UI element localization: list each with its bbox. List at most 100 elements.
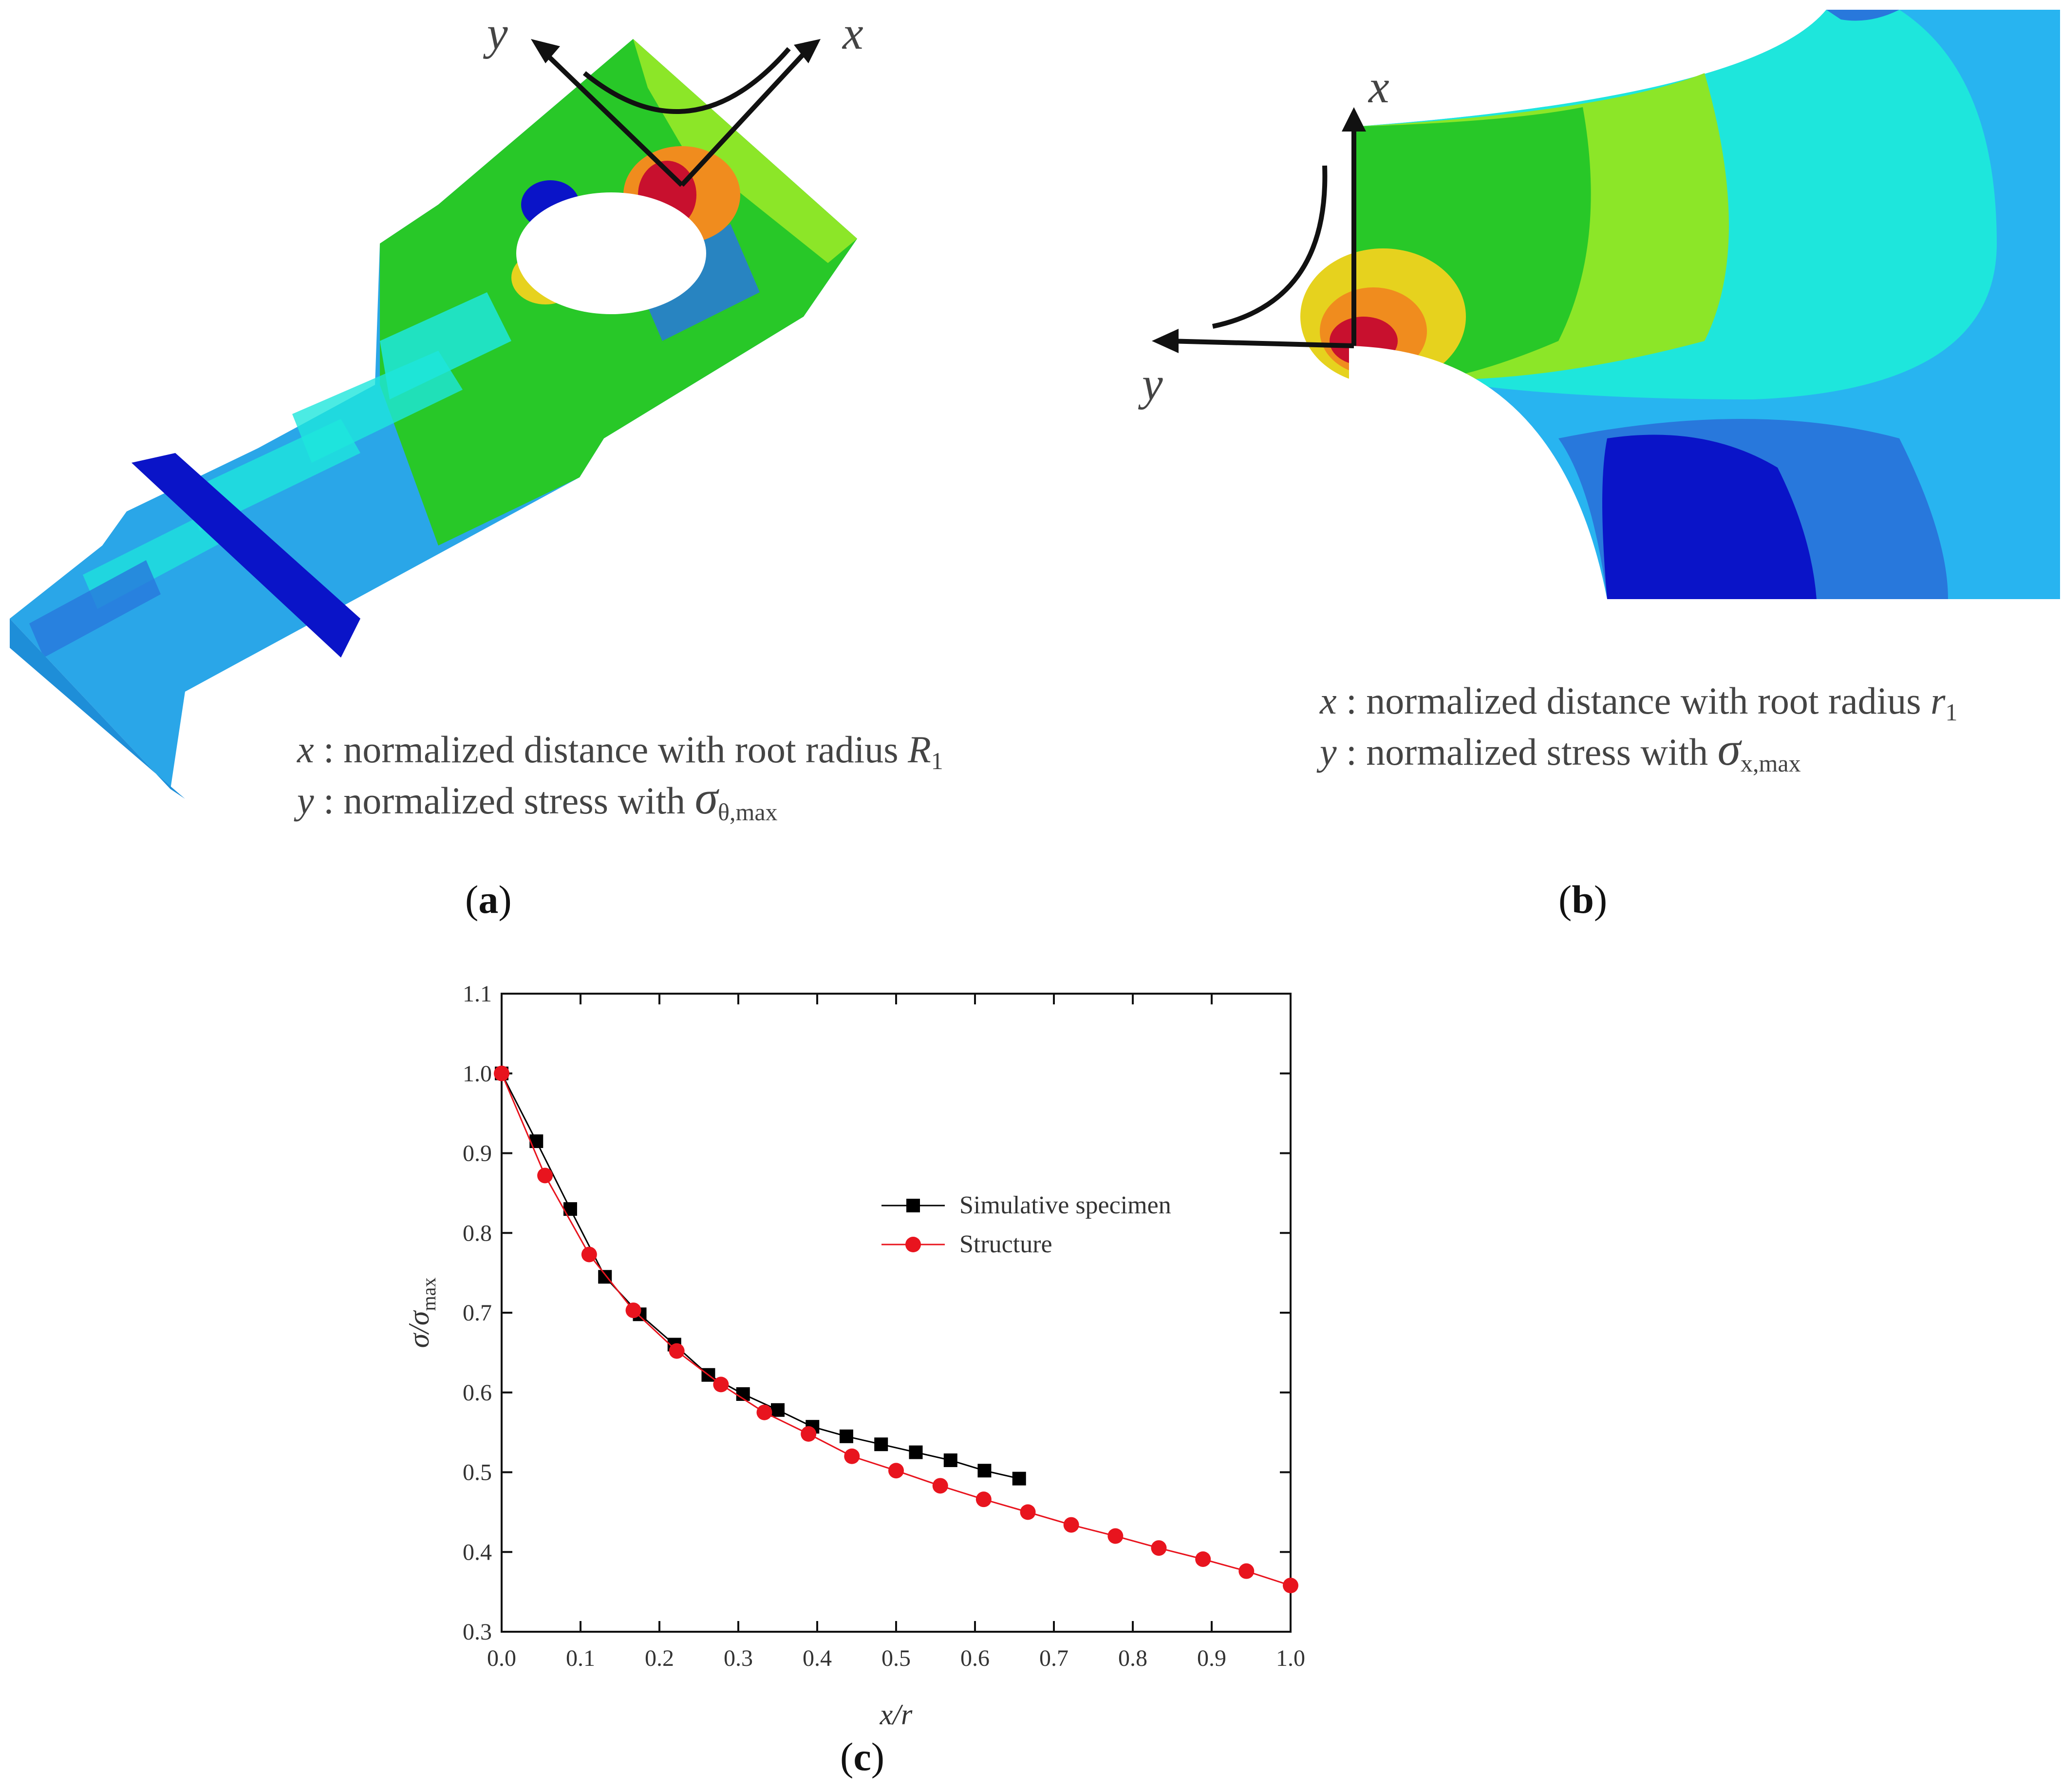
panel-a-caption-line2: y : normalized stress with σθ,max <box>297 772 778 826</box>
panel-a-axis-y-label: y <box>487 7 508 59</box>
x-tick-label: 0.6 <box>960 1645 990 1671</box>
contour-lightgreen-band <box>633 39 857 263</box>
data-point-circle <box>1283 1578 1298 1594</box>
x-tick-label: 0.3 <box>724 1645 753 1671</box>
data-point-circle <box>844 1448 860 1464</box>
bracket-hole <box>516 192 706 314</box>
data-point-square <box>598 1270 612 1284</box>
y-tick-label: 0.6 <box>463 1380 492 1406</box>
data-point-circle <box>1063 1517 1079 1533</box>
data-point-circle <box>801 1426 817 1442</box>
caption-symbol: R <box>908 728 931 771</box>
caption-var: x <box>297 728 314 771</box>
x-tick-label: 0.2 <box>645 1645 674 1671</box>
caption-var: y <box>297 779 314 822</box>
legend-marker-square <box>906 1199 920 1212</box>
caption-var: y <box>1320 731 1337 773</box>
panel-b-caption-line2: y : normalized stress with σx,max <box>1320 723 1801 777</box>
panel-b-letter: b <box>1572 877 1594 922</box>
data-point-circle <box>1107 1528 1124 1544</box>
data-point-circle <box>1195 1551 1211 1567</box>
x-tick-label: 0.5 <box>881 1645 911 1671</box>
caption-subscript: 1 <box>1945 698 1958 726</box>
panel-b-axis-y-label: y <box>1142 358 1163 410</box>
y-tick-label: 0.7 <box>463 1300 492 1326</box>
data-point-circle <box>1238 1563 1255 1579</box>
contour-blue-corner <box>1826 10 1899 21</box>
x-tick-label: 0.8 <box>1118 1645 1147 1671</box>
caption-symbol: r <box>1931 679 1946 722</box>
caption-subscript: 1 <box>931 747 943 774</box>
y-tick-label: 1.0 <box>463 1061 492 1087</box>
y-tick-label: 0.4 <box>463 1539 492 1565</box>
data-point-square <box>1012 1471 1026 1486</box>
contour-blue-band-1 <box>633 224 760 341</box>
data-point-square <box>529 1134 544 1148</box>
axis-x-arrowhead <box>794 39 821 63</box>
panel-c-letter: c <box>853 1735 871 1779</box>
plot-frame <box>501 993 1292 1633</box>
data-point-circle <box>713 1377 729 1393</box>
caption-var: x <box>1320 679 1337 722</box>
caption-symbol: σ <box>694 772 718 824</box>
caption-symbol: σ <box>1717 723 1741 775</box>
data-point-circle <box>756 1404 772 1420</box>
y-axis-label: σ/σmax <box>403 1278 440 1348</box>
legend-marker-circle <box>905 1237 921 1252</box>
caption-text: : normalized distance with root radius <box>1336 679 1931 722</box>
axis-y-arrowhead <box>1152 329 1179 353</box>
legend-label: Simulative specimen <box>959 1191 1171 1219</box>
data-point-square <box>977 1464 992 1478</box>
caption-text: : normalized distance with root radius <box>314 728 908 771</box>
y-tick-label: 1.1 <box>463 981 492 1007</box>
caption-subscript: θ,max <box>718 798 778 826</box>
panel-b-axes <box>1168 122 1356 348</box>
panel-a-axis-x-label: x <box>843 7 863 59</box>
panel-c-chart: 0.0 0.1 0.2 0.3 0.4 0.5 0.6 0.7 0.8 0.9 1.0 0.3 0.4 0… <box>390 964 1364 1744</box>
panel-b-label: (b) <box>1558 877 1608 922</box>
axis-y-arrowhead <box>531 39 560 63</box>
panel-a-caption-line1: x : normalized distance with root radius… <box>297 731 943 773</box>
data-point-square <box>909 1445 923 1459</box>
data-point-square <box>563 1202 577 1216</box>
x-tick-label: 0.4 <box>803 1645 832 1671</box>
data-point-circle <box>669 1343 685 1359</box>
data-point-circle <box>581 1246 597 1263</box>
data-point-circle <box>888 1463 904 1479</box>
x-axis-label: x/r <box>880 1698 913 1731</box>
fe-contour-notch <box>1152 10 2060 604</box>
panel-b-figure: x y <box>1120 0 2062 614</box>
caption-text: : normalized stress with <box>314 779 695 822</box>
legend-label: Structure <box>959 1230 1052 1258</box>
notch-cutout <box>1349 346 1607 604</box>
stress-distribution-chart: 0.0 0.1 0.2 0.3 0.4 0.5 0.6 0.7 0.8 0.9 1.0 0.3 0.4 0… <box>403 981 1305 1731</box>
panel-a-figure: y x <box>0 0 925 828</box>
data-point-square <box>771 1403 785 1417</box>
panel-a-label: (a) <box>465 877 512 922</box>
caption-subscript: x,max <box>1741 750 1801 777</box>
contour-darkblue-region <box>1602 434 1817 599</box>
series-layer <box>494 1065 1298 1594</box>
y-tick-label: 0.3 <box>463 1619 492 1645</box>
chart-legend: Simulative specimen Structure <box>881 1191 1171 1258</box>
contour-blue-band-2 <box>29 560 161 658</box>
panel-a-letter: a <box>478 877 499 922</box>
data-point-circle <box>537 1168 553 1184</box>
x-tick-label: 0.9 <box>1197 1645 1226 1671</box>
series-line <box>501 1073 1291 1586</box>
data-point-square <box>839 1429 853 1443</box>
data-point-circle <box>1151 1540 1167 1556</box>
data-point-square <box>943 1453 957 1467</box>
data-point-circle <box>625 1302 641 1319</box>
data-point-circle <box>494 1065 509 1081</box>
panel-c-label: (c) <box>840 1735 885 1779</box>
fe-contour-bracket <box>10 39 857 799</box>
series-line <box>501 1073 1020 1480</box>
y-tick-label: 0.8 <box>463 1220 492 1246</box>
data-point-circle <box>975 1491 992 1508</box>
data-point-circle <box>932 1478 948 1494</box>
axis-x-arrowhead <box>1342 107 1366 132</box>
x-tick-label: 1.0 <box>1276 1645 1305 1671</box>
x-tick-label: 0.7 <box>1039 1645 1068 1671</box>
contour-darkblue-block <box>131 453 360 658</box>
